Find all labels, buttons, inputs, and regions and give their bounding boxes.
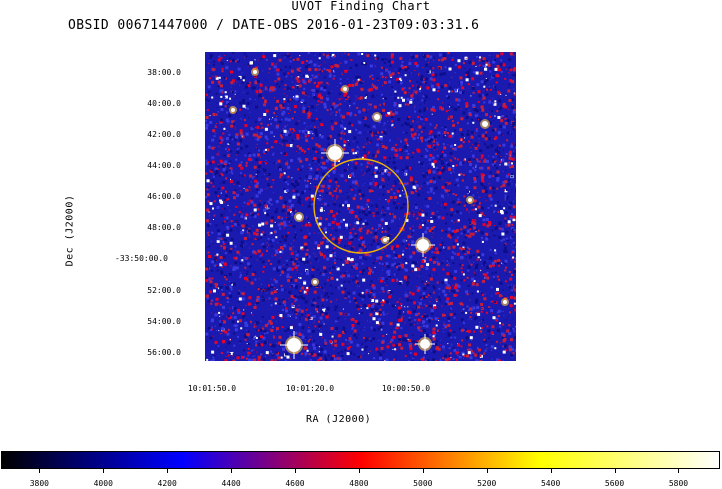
colorbar-tick-mark xyxy=(550,469,552,473)
chart-subtitle: OBSID 00671447000 / DATE-OBS 2016-01-23T… xyxy=(68,18,480,33)
colorbar xyxy=(1,451,720,469)
star xyxy=(480,119,490,129)
colorbar-tick-label: 4000 xyxy=(93,479,113,488)
colorbar-tick-label: 4800 xyxy=(349,479,369,488)
y-axis-label: Dec (J2000) xyxy=(64,194,76,267)
dec-tick: 38:00.0 xyxy=(147,68,181,77)
dec-tick: 44:00.0 xyxy=(147,161,181,170)
colorbar-tick-mark xyxy=(103,469,105,473)
colorbar-tick-mark xyxy=(231,469,233,473)
ra-tick: 10:00:50.0 xyxy=(381,384,431,393)
star xyxy=(229,106,237,114)
dec-tick: -33:50:00.0 xyxy=(115,254,168,263)
dec-tick: 52:00.0 xyxy=(147,286,181,295)
star xyxy=(321,139,349,167)
colorbar-tick-label: 4400 xyxy=(221,479,241,488)
colorbar-tick-label: 4200 xyxy=(157,479,177,488)
sky-noise xyxy=(205,52,516,361)
dec-tick: 46:00.0 xyxy=(147,192,181,201)
star xyxy=(501,298,509,306)
chart-title: UVOT Finding Chart xyxy=(291,0,431,13)
colorbar-tick-label: 5000 xyxy=(413,479,433,488)
star xyxy=(415,334,435,354)
star xyxy=(311,278,319,286)
colorbar-tick-mark xyxy=(294,469,296,473)
colorbar-tick-label: 5600 xyxy=(604,479,625,488)
source-region-circle xyxy=(313,158,409,254)
dec-tick: 56:00.0 xyxy=(147,348,181,357)
star xyxy=(341,85,349,93)
colorbar-tick-label: 5200 xyxy=(477,479,497,488)
colorbar-tick-mark xyxy=(422,469,424,473)
star xyxy=(294,212,304,222)
colorbar-tick-mark xyxy=(358,469,360,473)
colorbar-tick-mark xyxy=(167,469,169,473)
dec-tick: 42:00.0 xyxy=(147,130,181,139)
dec-tick: 54:00.0 xyxy=(147,317,181,326)
dec-tick: 40:00.0 xyxy=(147,99,181,108)
ra-tick: 10:01:20.0 xyxy=(285,384,335,393)
x-axis-label: RA (J2000) xyxy=(306,414,372,425)
colorbar-tick-label: 5400 xyxy=(540,479,561,488)
finding-chart-image xyxy=(205,52,516,361)
colorbar-tick-label: 3800 xyxy=(29,479,49,488)
colorbar-tick-mark xyxy=(678,469,680,473)
star xyxy=(466,196,474,204)
star xyxy=(372,112,382,122)
star xyxy=(381,236,389,244)
dec-tick: 48:00.0 xyxy=(147,223,181,232)
colorbar-tick-mark xyxy=(39,469,41,473)
stars xyxy=(229,68,509,359)
colorbar-tick-mark xyxy=(614,469,616,473)
ra-tick: 10:01:50.0 xyxy=(187,384,237,393)
star xyxy=(280,331,308,359)
colorbar-tick-label: 4600 xyxy=(285,479,305,488)
star xyxy=(411,233,435,257)
star xyxy=(251,68,259,76)
colorbar-tick-label: 5800 xyxy=(668,479,689,488)
colorbar-tick-mark xyxy=(486,469,488,473)
